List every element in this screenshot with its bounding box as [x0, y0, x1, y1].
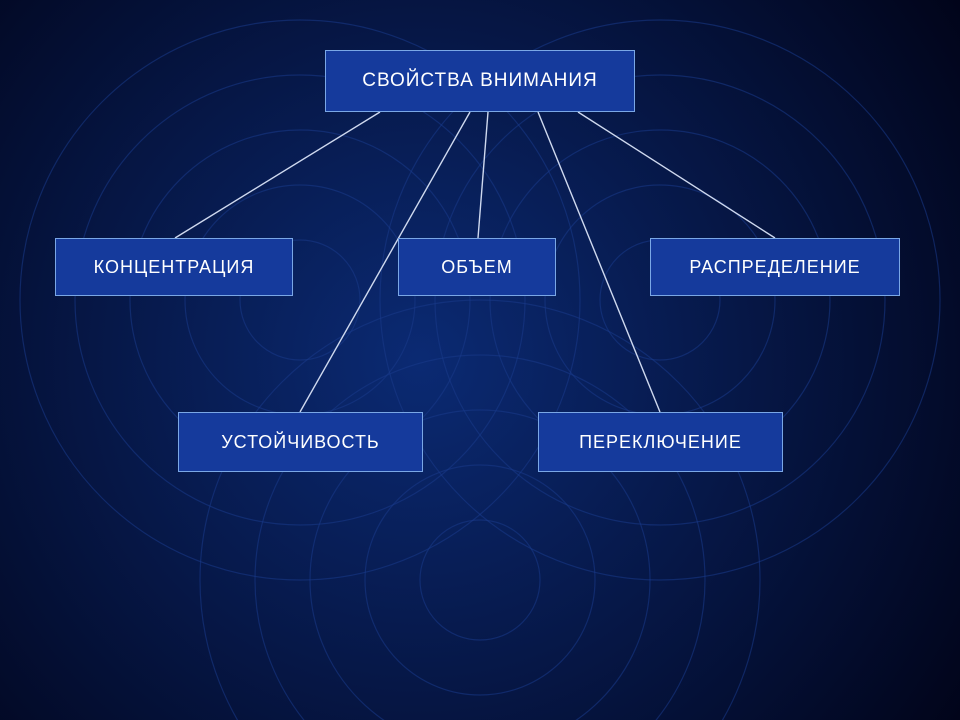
- root-node: СВОЙСТВА ВНИМАНИЯ: [325, 50, 635, 112]
- node-concentration-label: КОНЦЕНТРАЦИЯ: [94, 257, 255, 278]
- node-distribution-label: РАСПРЕДЕЛЕНИЕ: [689, 257, 860, 278]
- node-concentration: КОНЦЕНТРАЦИЯ: [55, 238, 293, 296]
- node-volume: ОБЪЕМ: [398, 238, 556, 296]
- node-distribution: РАСПРЕДЕЛЕНИЕ: [650, 238, 900, 296]
- diagram-stage: СВОЙСТВА ВНИМАНИЯ КОНЦЕНТРАЦИЯ ОБЪЕМ РАС…: [0, 0, 960, 720]
- node-volume-label: ОБЪЕМ: [441, 257, 512, 278]
- node-switching-label: ПЕРЕКЛЮЧЕНИЕ: [579, 432, 742, 453]
- node-switching: ПЕРЕКЛЮЧЕНИЕ: [538, 412, 783, 472]
- node-stability: УСТОЙЧИВОСТЬ: [178, 412, 423, 472]
- node-stability-label: УСТОЙЧИВОСТЬ: [221, 432, 380, 453]
- root-node-label: СВОЙСТВА ВНИМАНИЯ: [362, 70, 598, 92]
